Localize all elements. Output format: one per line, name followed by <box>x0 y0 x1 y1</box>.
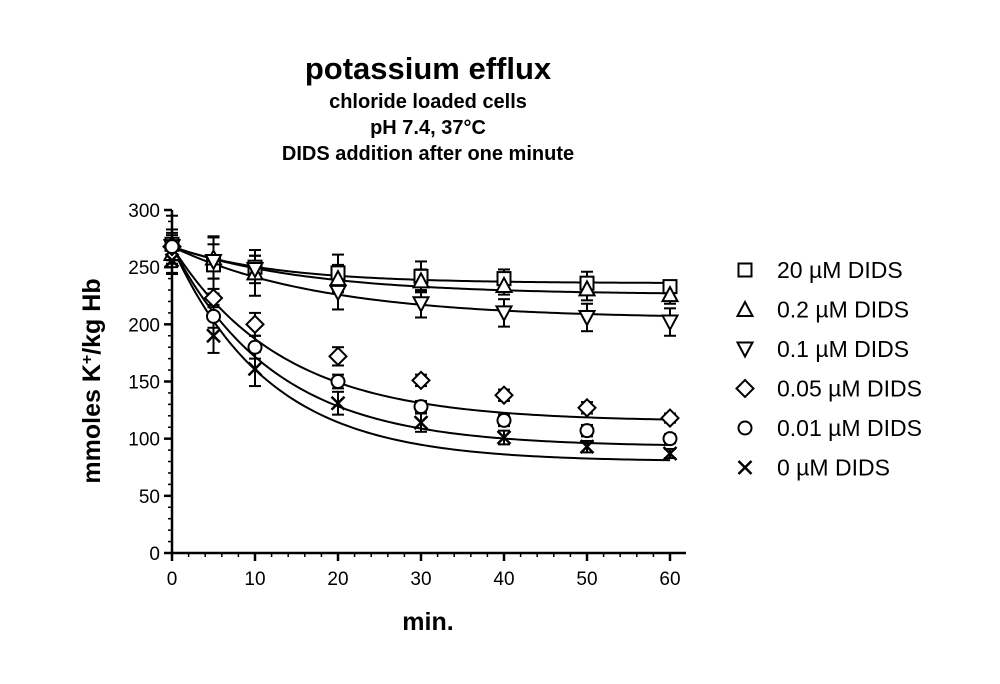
data-point <box>203 288 224 308</box>
data-point <box>164 239 180 255</box>
y-axis-label-tail: /kg Hb <box>78 278 106 354</box>
chart-subtitle-2: pH 7.4, 37°C <box>370 117 486 139</box>
data-point <box>577 397 597 418</box>
data-point <box>330 395 346 411</box>
x-axis-label: min. <box>402 608 453 636</box>
data-point <box>577 309 597 328</box>
data-point <box>330 374 346 389</box>
y-axis-ticks: 0 50 100 150 200 250 300 <box>128 201 172 565</box>
y-tick-label: 50 <box>139 487 160 508</box>
legend-label: 20 µM DIDS <box>777 257 903 283</box>
legend-label: 0.1 µM DIDS <box>777 336 909 362</box>
data-point <box>206 308 221 324</box>
data-point <box>413 399 429 415</box>
x-tick-label: 60 <box>659 569 680 590</box>
legend-marker <box>737 460 753 475</box>
legend-marker <box>735 299 755 317</box>
y-tick-label: 200 <box>128 315 160 336</box>
legend-marker <box>737 420 753 436</box>
chart-title: potassium efflux <box>305 51 552 86</box>
legend-marker <box>735 341 755 359</box>
x-tick-label: 10 <box>244 569 265 590</box>
data-point <box>411 296 431 314</box>
y-tick-label: 150 <box>128 373 160 394</box>
data-point <box>206 328 221 344</box>
data-point <box>247 339 263 355</box>
data-point <box>496 412 512 428</box>
legend-marker <box>737 262 753 278</box>
data-point <box>660 314 680 332</box>
data-point <box>245 261 265 280</box>
data-point <box>660 284 680 303</box>
data-point <box>411 370 431 391</box>
y-axis-label-sup: + <box>79 355 96 364</box>
data-point <box>496 430 512 445</box>
data-point <box>328 346 348 367</box>
y-axis-label-main: mmoles K <box>78 364 106 483</box>
data-markers <box>162 236 680 461</box>
data-point <box>247 361 263 377</box>
chart-subtitle-1: chloride loaded cells <box>329 91 527 113</box>
data-point <box>494 275 514 293</box>
data-point <box>204 253 223 272</box>
chart-subtitle-3: DIDS addition after one minute <box>282 143 574 165</box>
data-point <box>245 314 265 335</box>
data-point <box>579 423 595 439</box>
legend-label: 0.05 µM DIDS <box>777 376 922 402</box>
x-tick-label: 30 <box>410 569 431 590</box>
y-tick-label: 100 <box>128 430 160 451</box>
x-tick-label: 20 <box>327 569 348 590</box>
data-point <box>660 408 680 429</box>
data-point <box>662 446 678 461</box>
data-point <box>662 431 678 447</box>
legend-label: 0 µM DIDS <box>777 455 890 481</box>
data-point <box>411 271 431 289</box>
data-point <box>164 252 180 268</box>
y-tick-label: 250 <box>128 258 160 279</box>
y-tick-label: 0 <box>149 544 160 565</box>
legend: 20 µM DIDS 0.2 µM DIDS 0.1 µM DIDS 0.05 µM … <box>735 257 922 481</box>
legend-label: 0.2 µM DIDS <box>777 297 909 323</box>
x-axis-ticks: 0 10 20 30 40 50 60 <box>167 553 681 590</box>
legend-label: 0.01 µM DIDS <box>777 415 922 441</box>
x-tick-label: 40 <box>493 569 514 590</box>
data-point <box>413 415 429 431</box>
x-tick-label: 0 <box>167 569 178 590</box>
data-point <box>328 284 348 302</box>
y-tick-label: 300 <box>128 201 160 222</box>
data-point <box>579 439 595 455</box>
data-point <box>494 305 514 323</box>
legend-marker <box>735 378 755 399</box>
data-point <box>577 279 597 297</box>
data-point <box>494 385 514 406</box>
y-axis-label: mmoles K+/kg Hb <box>78 278 106 483</box>
x-tick-label: 50 <box>576 569 597 590</box>
